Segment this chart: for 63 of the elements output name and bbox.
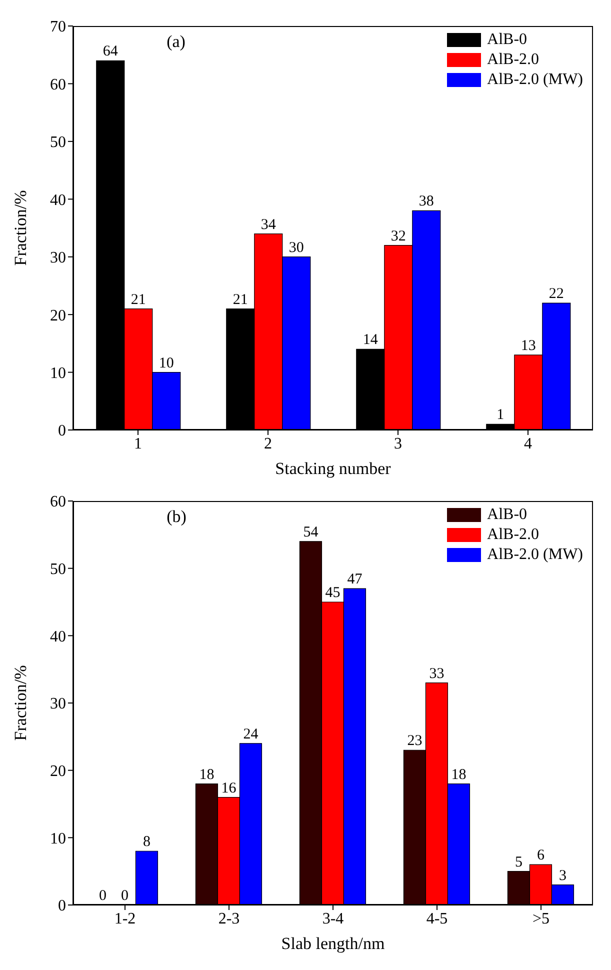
data-label: 47 <box>347 572 363 588</box>
x-tick-label: 3 <box>394 435 402 452</box>
x-tick-label: 4 <box>524 435 532 452</box>
y-axis-title: Fraction/% <box>11 190 30 266</box>
y-tick-label: 30 <box>50 696 66 713</box>
data-label: 21 <box>232 292 248 308</box>
y-tick-label: 0 <box>58 898 66 915</box>
y-tick-label: 50 <box>50 134 66 152</box>
y-tick-label: 60 <box>50 494 66 511</box>
x-tick-label: 2 <box>264 435 272 452</box>
data-label: 18 <box>451 766 466 783</box>
y-tick-label: 70 <box>50 18 66 36</box>
data-label: 16 <box>221 780 237 796</box>
data-label: 21 <box>130 292 146 308</box>
y-tick-label: 40 <box>50 192 66 209</box>
data-label: 14 <box>362 332 378 348</box>
y-tick-label: 0 <box>58 422 66 440</box>
x-tick-label: 1 <box>134 435 142 452</box>
legend-label: AlB-0 <box>487 31 528 49</box>
y-tick-label: 20 <box>50 307 66 324</box>
data-label: 32 <box>390 228 406 244</box>
y-tick-label: 10 <box>50 830 66 848</box>
data-label: 1 <box>496 407 504 424</box>
data-label: 22 <box>548 286 564 302</box>
data-label: 64 <box>102 44 118 60</box>
data-label: 6 <box>536 848 545 864</box>
legend-label: AlB-2.0 (MW) <box>487 71 583 89</box>
data-label: 8 <box>142 834 150 850</box>
y-tick-label: 60 <box>50 76 66 94</box>
data-label: 0 <box>98 888 106 904</box>
y-tick-label: 30 <box>50 250 66 267</box>
data-label: 30 <box>288 240 304 256</box>
legend-label: AlB-2.0 <box>487 526 540 544</box>
data-label: 45 <box>325 585 340 601</box>
data-label: 5 <box>514 854 522 870</box>
x-tick-label: 1-2 <box>114 910 136 928</box>
annotation: (b) <box>166 507 186 527</box>
legend-label: AlB-2.0 <box>487 51 540 69</box>
data-label: 10 <box>158 355 174 372</box>
data-label: 23 <box>407 733 422 750</box>
x-axis-title: Stacking number <box>275 459 392 478</box>
annotation: (a) <box>166 32 186 52</box>
data-label: 54 <box>303 524 319 540</box>
legend-label: AlB-0 <box>487 506 528 524</box>
y-tick-label: 40 <box>50 628 66 646</box>
x-tick-label: 2-3 <box>218 910 240 928</box>
data-label: 3 <box>558 868 566 884</box>
y-tick-label: 10 <box>50 364 66 382</box>
x-tick-label: 4-5 <box>426 910 448 928</box>
data-label: 18 <box>199 766 214 783</box>
data-label: 33 <box>429 666 444 682</box>
x-tick-label: 3-4 <box>322 910 344 928</box>
y-tick-label: 50 <box>50 561 66 578</box>
x-tick-label: >5 <box>532 910 550 928</box>
data-label: 13 <box>520 338 536 354</box>
x-axis-title: Slab length/nm <box>281 934 385 953</box>
data-label: 24 <box>243 726 259 742</box>
y-tick-label: 20 <box>50 763 66 780</box>
data-label: 38 <box>418 194 434 210</box>
legend-label: AlB-2.0 (MW) <box>487 546 583 564</box>
data-label: 34 <box>260 216 276 233</box>
data-label: 0 <box>120 888 128 904</box>
y-axis-title: Fraction/% <box>11 665 30 741</box>
